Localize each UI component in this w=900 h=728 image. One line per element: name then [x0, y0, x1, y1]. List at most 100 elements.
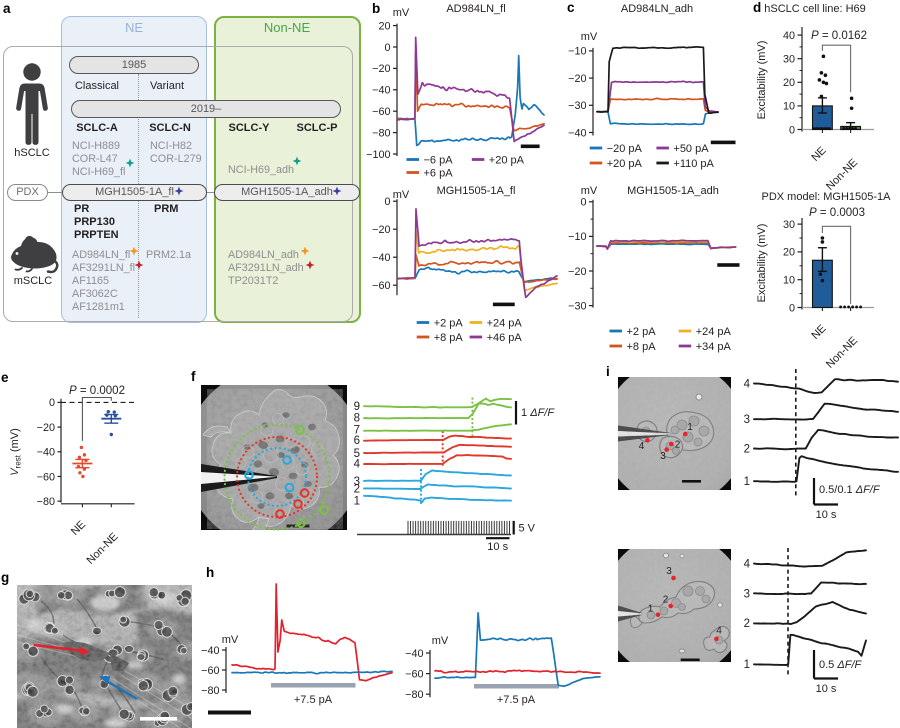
trace-number: 2 — [744, 443, 750, 455]
trace-stimulatedcell — [434, 611, 601, 688]
y-axis-label: Excitability (mV) — [756, 41, 768, 120]
y-axis-label: Excitability (mV) — [756, 224, 768, 303]
y-tick-label: −100 — [366, 149, 390, 161]
y-axis-unit: mV — [393, 189, 410, 201]
rect — [207, 389, 343, 529]
diamond-icon — [129, 246, 139, 255]
panel-f-micrograph — [201, 385, 347, 530]
significance-bracket — [821, 44, 852, 93]
panel-c-current-clamp-adh: −10 −20 −30 −40 AD984LN_adh mV −20 pA +20 pA +50… — [568, 3, 740, 353]
legend-label: +46 pA — [487, 332, 523, 344]
label-ne: NE — [124, 20, 144, 35]
trace-2 — [753, 601, 867, 625]
y-tick-label: −30 — [568, 300, 586, 312]
diamond-icon — [125, 158, 135, 168]
roi-marker — [293, 499, 303, 509]
data-dot — [817, 78, 822, 82]
tspan: P — [69, 385, 77, 397]
cell-marker-dot — [668, 603, 673, 609]
trace-number: 4 — [744, 378, 751, 390]
y-tick-label: 30 — [783, 54, 795, 66]
label-af1165: AF1165 — [72, 275, 110, 287]
tspan: ΔF/F — [529, 407, 555, 419]
chart-title: MGH1505-1A_fl — [437, 185, 516, 197]
data-dot — [842, 126, 845, 130]
panel-label-c: c — [567, 0, 575, 15]
panel-g-micrograph-panel — [17, 585, 192, 728]
panel-i-micrograph-2 — [618, 549, 731, 662]
legend-label: +6 pA — [424, 167, 454, 179]
panel-b-current-clamp-fl: 20 0 −20 −40 −60 −80 −100 AD984LN_fl mV −6 pA+6 p… — [366, 3, 558, 344]
polygon — [201, 472, 277, 484]
y-axis-unit: mV — [393, 7, 410, 19]
trace-number: 7 — [354, 424, 360, 436]
polygon — [98, 676, 111, 685]
chart-title: AD984LN_fl — [446, 3, 505, 15]
y-tick-label: −20 — [568, 266, 586, 278]
pill-pdx: PDX — [7, 183, 48, 201]
pill-mgh1505-1a-adh: MGH1505-1A_adh — [214, 183, 360, 201]
trace-+34pA — [596, 239, 737, 250]
path — [16, 83, 48, 145]
label-msclc: mSCLC — [13, 275, 53, 287]
g — [618, 549, 731, 662]
legend-label: +24 pA — [696, 326, 732, 338]
cell-number: 3 — [660, 451, 666, 462]
human-icon — [16, 63, 48, 145]
trace-4 — [753, 549, 867, 568]
time-scale-label: 10 s — [816, 509, 837, 521]
data-dot — [855, 305, 858, 309]
data-dot — [112, 410, 117, 414]
data-dot — [815, 127, 819, 130]
chart-title: PDX model: MGH1505-1A — [762, 191, 892, 203]
tspan: = 0.0162 — [819, 30, 867, 42]
y-tick-label: −80 — [201, 685, 219, 697]
label-sclc-n: SCLC-N — [149, 122, 191, 134]
trace-number: 1 — [354, 495, 360, 507]
cell-marker-dot — [669, 441, 674, 447]
y-tick-label: 0 — [789, 302, 795, 314]
tspan: P — [811, 30, 819, 42]
data-dot — [79, 445, 84, 450]
scale-bar — [208, 710, 251, 715]
tspan: rest — [14, 454, 23, 468]
y-tick-label: −20 — [568, 73, 586, 85]
label-nci-h889: NCI-H889 — [72, 140, 121, 152]
trace-number: 1 — [744, 476, 750, 488]
y-tick-label: −60 — [405, 668, 423, 680]
dff-scale-label: 0.5/0.1 ΔF/F — [819, 484, 881, 496]
y-tick-label: −40 — [405, 648, 423, 660]
trace-+20pA — [397, 36, 545, 143]
g — [618, 549, 731, 662]
path — [14, 267, 33, 273]
diamond-marker — [174, 186, 183, 195]
x-category-label: Non-NE — [824, 157, 860, 193]
dff-scale-label: 0.5 ΔF/F — [819, 659, 863, 671]
time-scale-label: 10 s — [487, 541, 508, 553]
g — [618, 377, 731, 490]
data-dot — [820, 127, 824, 130]
diamond-marker — [125, 158, 135, 168]
roi-marker — [282, 455, 292, 465]
panel-h-paired-recording: −40 −60 −80 mV +7.5 pA −40 −60 −80 mV +7.5 pA — [201, 583, 601, 715]
y-axis-unit: mV — [581, 31, 598, 43]
data-dot — [821, 54, 826, 59]
legend-label: +8 pA — [627, 341, 657, 353]
tspan: 1 — [521, 407, 530, 419]
pill-connector — [207, 191, 214, 193]
chart-i1: 1 2 3 4 0.5/0.1 ΔF/F 10 s — [744, 369, 899, 521]
data-dot — [81, 474, 85, 479]
trace-2 — [363, 483, 512, 490]
panel-label-h: h — [206, 565, 215, 580]
y-tick-label: 10 — [783, 275, 795, 287]
pill-mgh1505-1a-fl: MGH1505-1A_fl — [62, 183, 207, 201]
scale-bar — [492, 302, 515, 307]
panel-g-annotations — [33, 643, 177, 721]
trace-8 — [363, 402, 512, 420]
cell-number: 1 — [687, 422, 693, 433]
cell-marker-dot — [655, 612, 661, 617]
roi-marker — [244, 470, 254, 480]
diamond-icon — [300, 246, 310, 255]
